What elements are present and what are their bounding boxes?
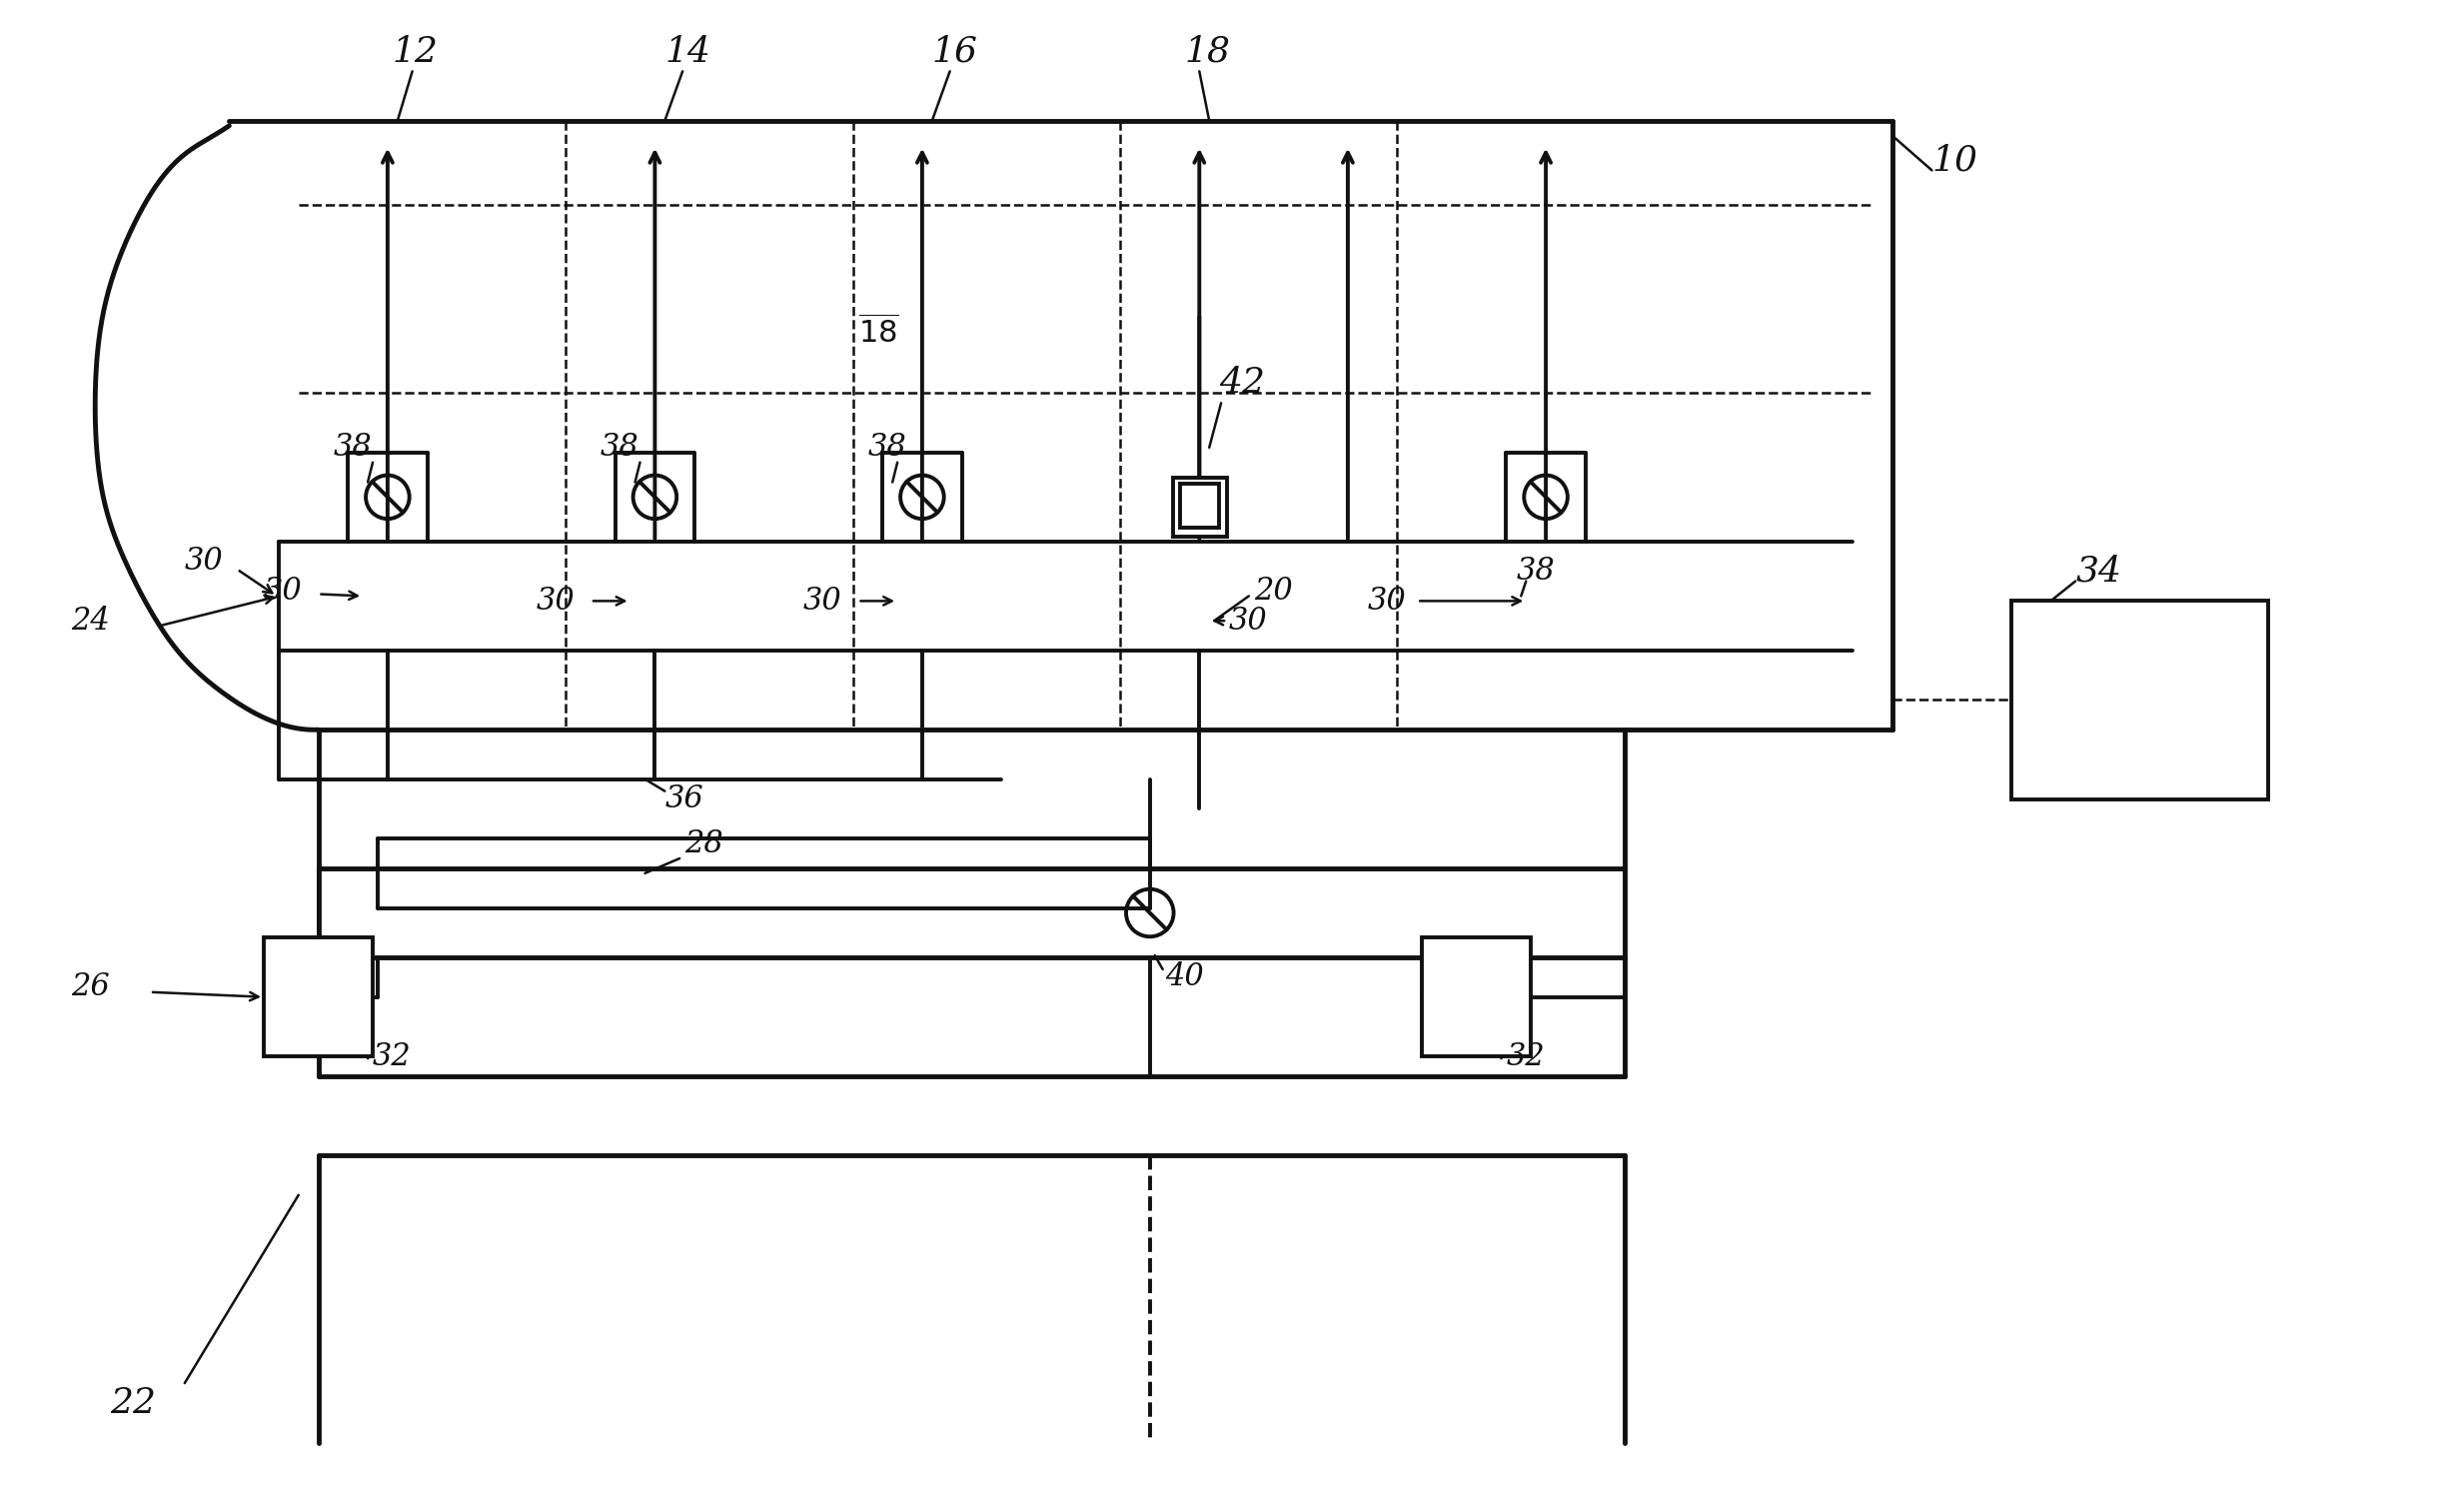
Text: 22: 22 [111,1387,155,1420]
Text: 28: 28 [685,827,724,859]
Text: 26: 26 [71,971,108,1003]
Bar [1180,484,1220,528]
Text: 30: 30 [185,546,224,577]
Text: 32: 32 [372,1040,411,1072]
Bar [1422,937,1530,1057]
Text: 12: 12 [392,34,439,69]
Bar [2011,601,2269,799]
Text: 18: 18 [1185,34,1230,69]
Text: 14: 14 [665,34,710,69]
Bar [1173,477,1227,537]
Text: 30: 30 [264,576,303,607]
Text: 24: 24 [71,606,108,636]
Text: 30: 30 [537,586,574,616]
Text: $\overline{18}$: $\overline{18}$ [857,316,899,351]
Text: 38: 38 [1515,556,1555,586]
Text: 10: 10 [1932,144,1979,177]
Text: 20: 20 [1254,576,1294,607]
Text: 34: 34 [2075,555,2122,588]
Text: 38: 38 [867,432,907,463]
Bar [264,937,372,1057]
Text: 38: 38 [333,432,372,463]
Text: 30: 30 [1368,586,1407,616]
Text: 42: 42 [1220,366,1264,400]
Text: 38: 38 [601,432,638,463]
Text: 36: 36 [665,784,705,814]
Text: 16: 16 [931,34,978,69]
Text: 40: 40 [1165,962,1202,992]
Text: 30: 30 [1230,606,1269,636]
Text: 30: 30 [803,586,843,616]
Text: 32: 32 [1506,1040,1545,1072]
